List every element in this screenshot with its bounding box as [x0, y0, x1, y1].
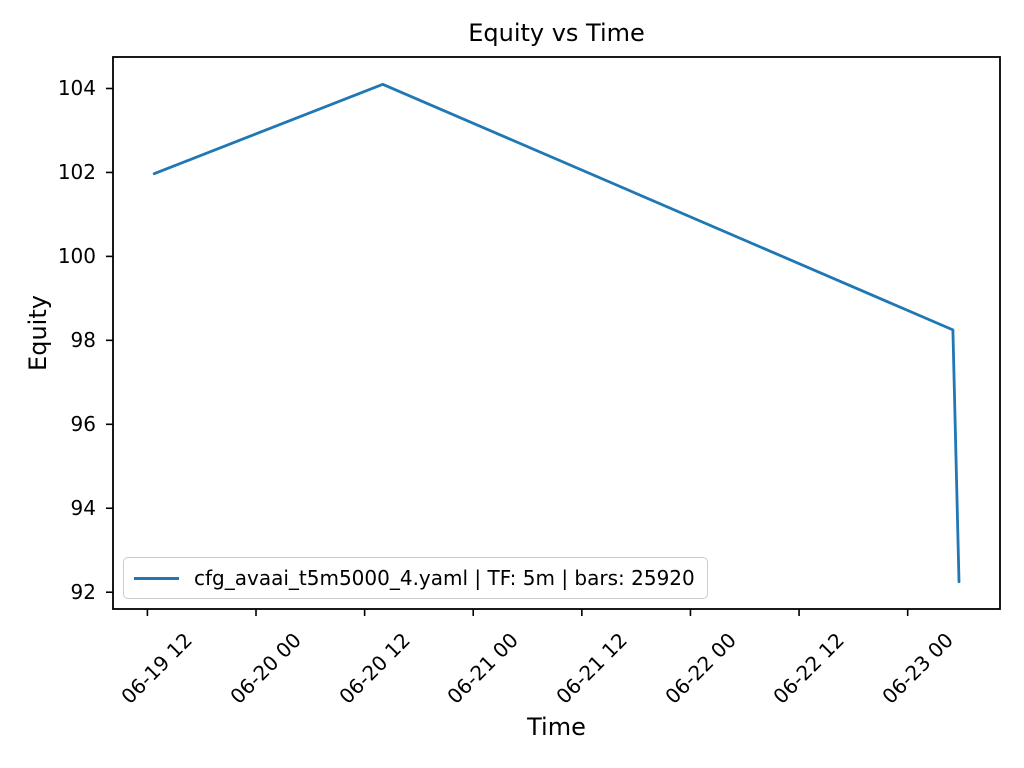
- tick-marks: [106, 87, 909, 616]
- equity-line: [152, 82, 961, 584]
- x-axis-label: Time: [527, 713, 586, 741]
- plot-frame: [112, 56, 1001, 610]
- y-tick-label: 92: [70, 580, 96, 605]
- y-tick-label: 102: [57, 160, 96, 185]
- y-tick-label: 94: [70, 496, 96, 521]
- y-tick-label: 104: [57, 76, 96, 101]
- legend-line-sample: [134, 576, 179, 580]
- y-tick-label: 98: [70, 328, 96, 353]
- chart-title: Equity vs Time: [468, 19, 645, 47]
- legend-label: cfg_avaai_t5m5000_4.yaml | TF: 5m | bars…: [194, 566, 695, 590]
- y-tick-label: 100: [57, 244, 96, 269]
- y-tick-label: 96: [70, 412, 96, 437]
- legend: cfg_avaai_t5m5000_4.yaml | TF: 5m | bars…: [123, 557, 708, 599]
